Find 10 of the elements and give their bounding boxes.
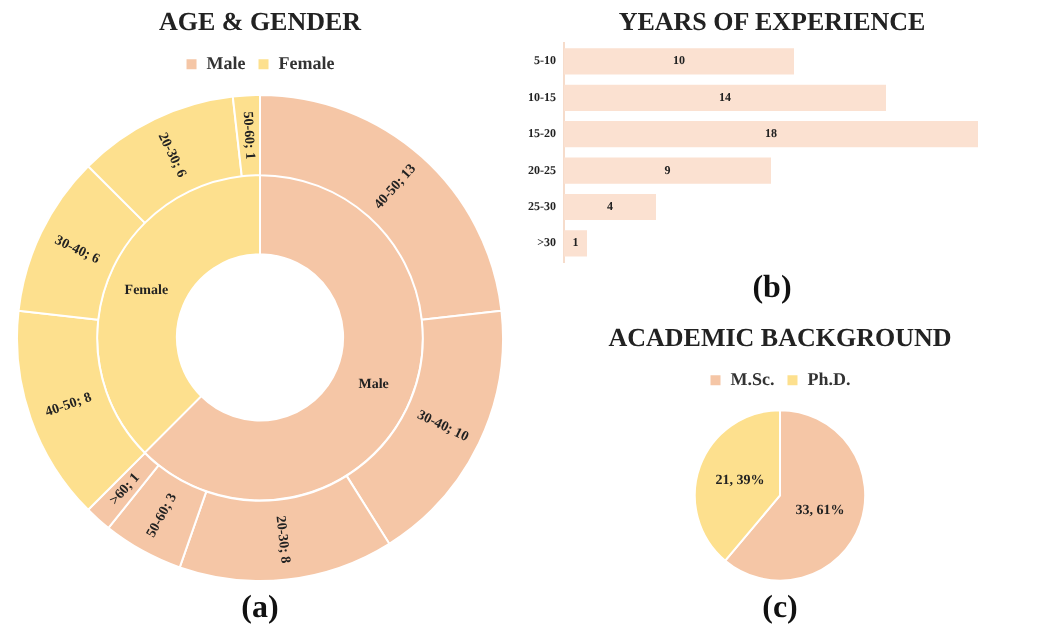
- chart-title: AGE & GENDER: [158, 6, 363, 37]
- text: (c): [762, 591, 798, 626]
- legend-label: M.Sc.: [730, 368, 775, 389]
- legend-label: Male: [206, 52, 246, 73]
- chart-title: YEARS OF EXPERIENCE: [618, 6, 926, 37]
- text: (a): [241, 591, 279, 626]
- text: (b): [752, 271, 792, 306]
- legend-label: Female: [278, 52, 335, 73]
- chart-title: ACADEMIC BACKGROUND: [608, 322, 952, 353]
- legend-label: Ph.D.: [807, 368, 851, 389]
